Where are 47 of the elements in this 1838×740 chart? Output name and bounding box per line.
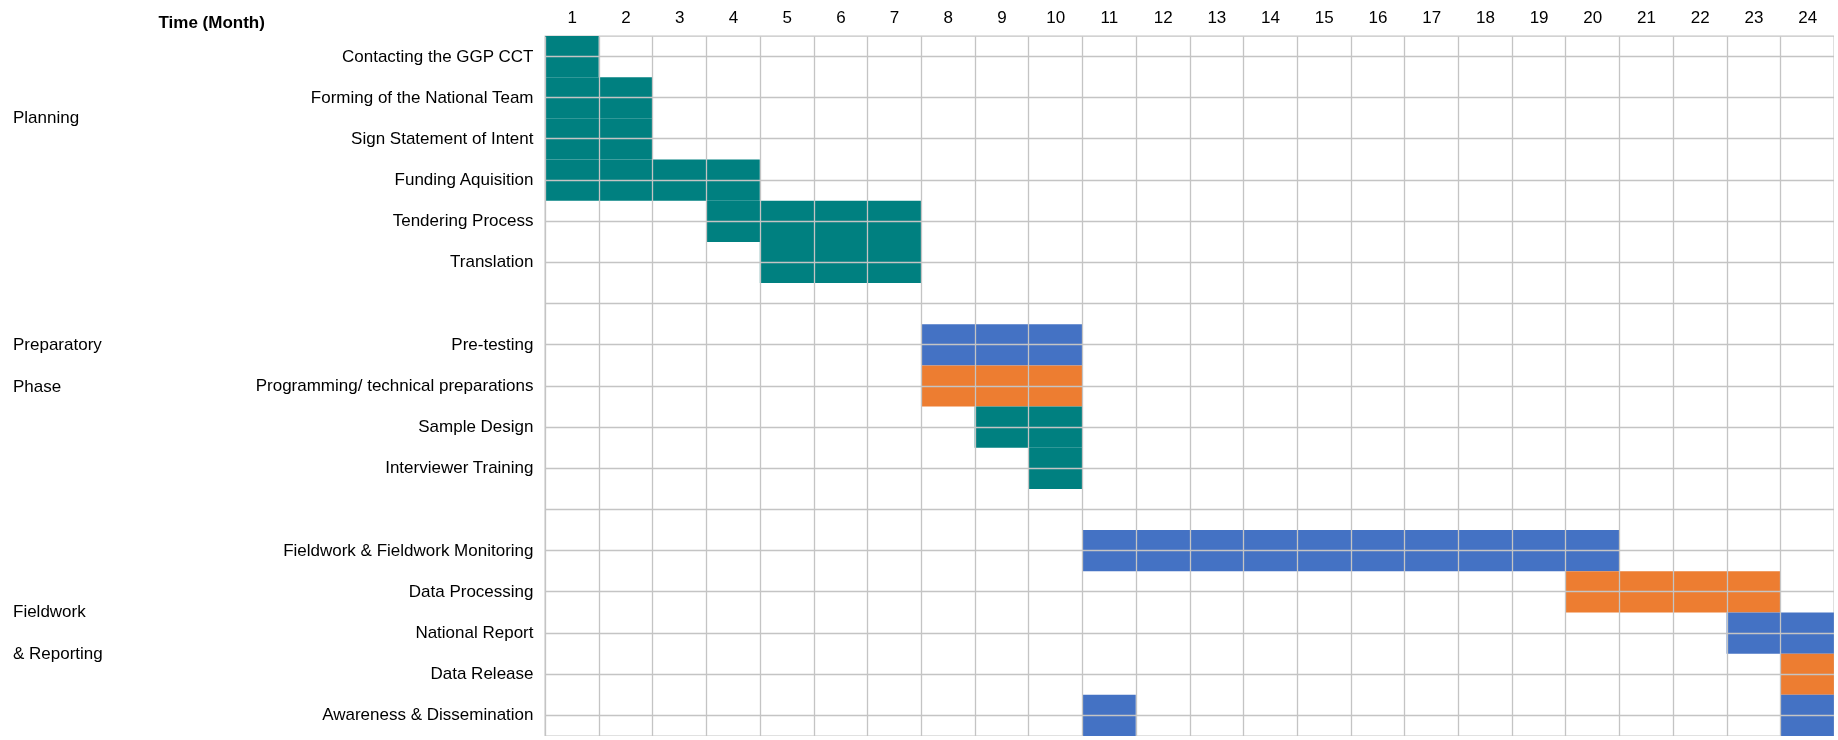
x-tick-label: 3 [675,7,685,27]
x-tick-label: 13 [1207,7,1227,27]
y-tick-label: National Report [415,623,534,643]
y-tick-label: Contacting the GGP CCT [342,46,534,66]
x-tick-label: 8 [943,7,954,27]
x-axis-title: Time (Month) [158,12,265,32]
y-tick-label: Data Release [430,664,534,684]
text: Preparatory Phase [13,334,102,396]
x-tick-label: 14 [1261,7,1281,27]
bar [1780,694,1834,736]
x-tick-label: 10 [1046,7,1066,27]
text: Fieldwork & Reporting [13,602,103,664]
x-tick-label: 22 [1690,7,1710,27]
x-tick-label: 24 [1798,7,1818,27]
bar [920,365,1083,407]
x-tick-label: 15 [1314,7,1334,27]
x-tick-label: 19 [1529,7,1549,27]
y-tick-label: Tendering Process [392,211,534,231]
x-tick-label: 11 [1100,7,1119,27]
y-tick-label: Pre-testing [451,334,534,354]
x-tick-label: 23 [1744,7,1764,27]
y-tick-label: Forming of the National Team [310,87,534,107]
x-tick-label: 21 [1637,7,1656,27]
x-tick-label: 16 [1368,7,1388,27]
x-tick-label: 4 [728,7,739,27]
x-tick-label: 5 [782,7,792,27]
bar [1780,653,1834,695]
y-tick-label: Awareness & Dissemination [322,705,534,725]
x-tick-label: 2 [621,7,631,27]
y-tick-label: Translation [450,252,534,272]
y-tick-label: Sample Design [418,417,534,437]
x-tick-label: 20 [1583,7,1603,27]
y-tick-label: Interviewer Training [385,458,534,478]
x-tick-label: 6 [836,7,846,27]
y-tick-label: Data Processing [408,581,534,601]
y-tick-label: Programming/ technical preparations [255,376,534,395]
bar [1565,571,1781,613]
x-tick-label: 18 [1475,7,1495,27]
x-tick-label: 12 [1153,7,1173,27]
y-tick-label: Funding Aquisition [394,170,534,190]
x-tick-label: 17 [1422,7,1442,27]
x-tick-label: 7 [889,7,900,27]
y-tick-label: Fieldwork & Fieldwork Monitoring [283,540,534,560]
text: Planning [13,108,80,128]
x-tick-label: 1 [567,7,578,27]
x-tick-label: 9 [997,7,1007,27]
y-tick-label: Sign Statement of Intent [351,128,534,148]
